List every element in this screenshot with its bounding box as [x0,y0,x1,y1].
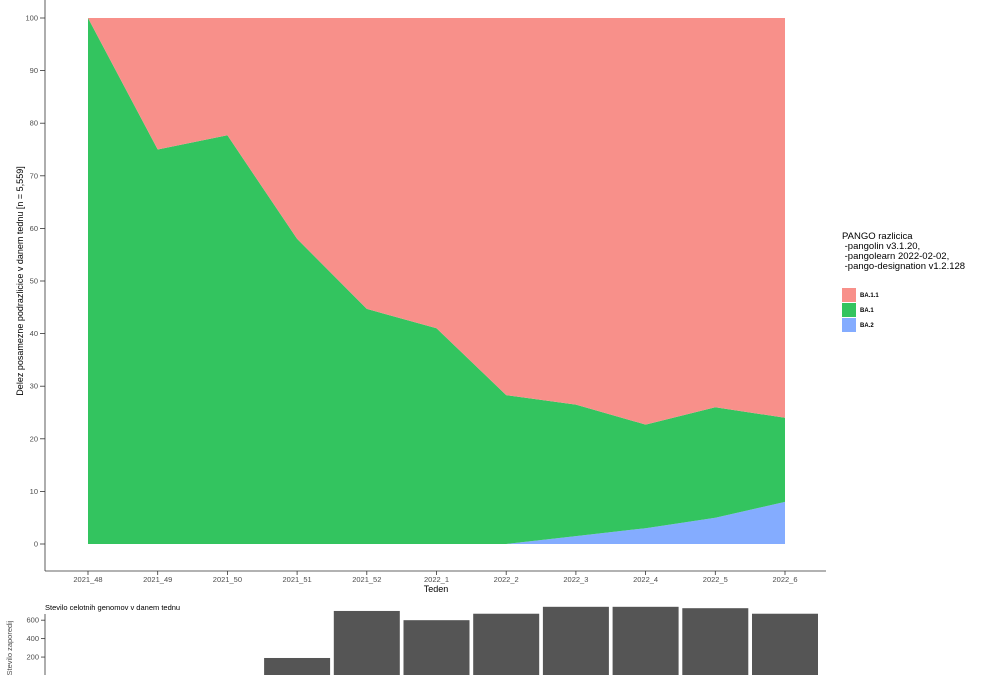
x-tick-label: 2022_1 [424,575,449,584]
bar-y-tick-label: 600 [26,616,39,625]
count-bar [682,608,749,675]
count-bar [333,610,400,675]
bar-y-axis-title: Stevilo zaporedij [5,620,14,675]
y-tick-label: 10 [30,487,38,496]
legend-title-line: -pangolin v3.1.20, [842,241,920,252]
legend-title-line: -pangolearn 2022-02-02, [842,251,949,262]
y-tick-label: 60 [30,224,38,233]
legend-title-line: -pango-designation v1.2.128 [842,261,965,272]
y-tick-label: 70 [30,171,38,180]
bar-plot: 200 400 600 [26,606,818,675]
area-plot [88,18,785,544]
count-bar [612,606,679,675]
y-tick-label: 20 [30,434,38,443]
area-series [88,18,785,544]
area-series [88,501,785,544]
legend: PANGO razlicica -pangolin v3.1.20, -pang… [842,231,965,332]
legend-swatch-ba-1-1 [842,288,856,302]
x-tick-label: 2021_48 [73,575,102,584]
count-bar [542,606,609,675]
y-tick-label: 90 [30,66,38,75]
legend-label-ba-1: BA.1 [860,308,874,314]
area-axes: 0 10 20 30 40 50 60 70 80 90 100 2021_48 2021_49 2021… [25,0,826,584]
area-series [88,18,785,425]
y-tick-label: 50 [30,277,38,286]
x-tick-label: 2022_3 [563,575,588,584]
y-tick-label: 40 [30,329,38,338]
count-bar [264,657,331,675]
bar-chart-title: Stevilo celotnih genomov v danem tednu [45,603,180,612]
x-tick-label: 2021_49 [143,575,172,584]
x-tick-label: 2021_50 [213,575,242,584]
x-tick-label: 2022_2 [494,575,519,584]
legend-title-line: PANGO razlicica [842,231,913,242]
x-tick-label: 2022_5 [703,575,728,584]
x-tick-label: 2021_52 [352,575,381,584]
x-tick-label: 2022_4 [633,575,658,584]
count-bar [403,620,470,675]
bar-y-tick-label: 200 [26,653,39,662]
y-tick-label: 80 [30,119,38,128]
x-axis-title: Teden [424,584,449,594]
y-tick-label: 100 [25,14,38,23]
bar-y-tick-label: 400 [26,634,39,643]
count-bar [473,613,540,675]
legend-label-ba-2: BA.2 [860,323,874,329]
legend-swatch-ba-1 [842,303,856,317]
y-axis-title: Delez posamezne podrazlicice v danem ted… [15,166,25,395]
legend-label-ba-1-1: BA.1.1 [860,293,879,299]
y-tick-label: 30 [30,382,38,391]
count-bar [752,613,818,675]
legend-swatch-ba-2 [842,318,856,332]
y-tick-label: 0 [34,540,38,549]
x-tick-label: 2022_6 [772,575,797,584]
x-tick-label: 2021_51 [282,575,311,584]
